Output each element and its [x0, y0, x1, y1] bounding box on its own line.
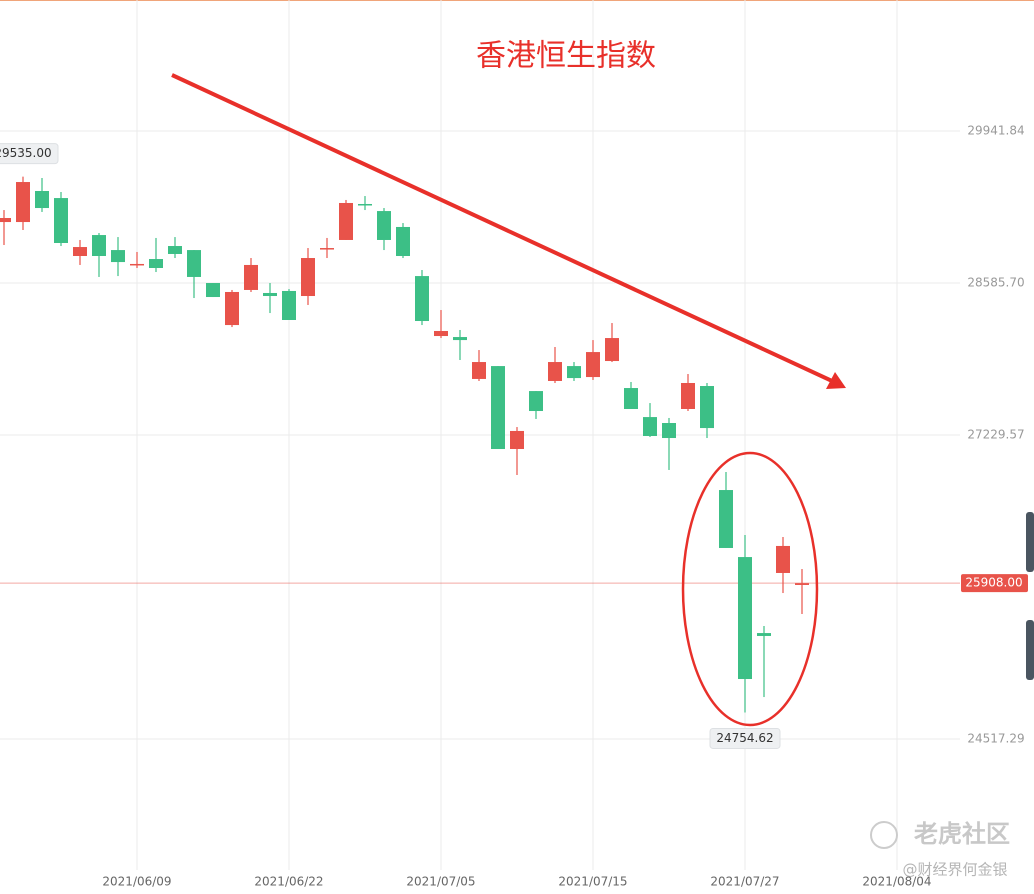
- candle-body: [73, 247, 87, 257]
- candle-body: [605, 338, 619, 362]
- scroll-tab[interactable]: [1026, 512, 1034, 572]
- candle-body: [149, 259, 163, 268]
- arrow-head: [826, 372, 846, 389]
- candle-body: [130, 263, 144, 266]
- candle-body: [0, 218, 11, 223]
- value-label-box: [709, 727, 781, 749]
- candle-body: [548, 362, 562, 381]
- candle-body: [358, 203, 372, 206]
- x-tick-label: 2021/07/05: [406, 875, 475, 889]
- candle-body: [757, 633, 771, 636]
- last-price-label: 25908.00: [965, 576, 1022, 590]
- candle-body: [491, 366, 505, 450]
- candle-body: [662, 423, 676, 439]
- candle-body: [263, 292, 277, 297]
- candle-body: [16, 182, 30, 223]
- candle-body: [111, 250, 125, 263]
- candle-body: [776, 545, 790, 573]
- candle-body: [510, 430, 524, 450]
- candle-body: [434, 330, 448, 337]
- highlight-ellipse: [681, 451, 819, 727]
- y-tick-label: 27229.57: [967, 428, 1024, 442]
- scroll-tab[interactable]: [1026, 620, 1034, 680]
- candle-body: [282, 290, 296, 321]
- candle-body: [586, 352, 600, 378]
- candle-body: [415, 276, 429, 322]
- candle-body: [529, 391, 543, 412]
- candle-body: [719, 490, 733, 548]
- watermark-author: @财经界何金银: [902, 861, 1007, 879]
- value-label: 24754.62: [716, 731, 773, 745]
- y-tick-label: 28585.70: [967, 276, 1024, 290]
- value-label-box: [0, 143, 59, 165]
- candle-body: [795, 583, 809, 585]
- candles: [0, 176, 809, 713]
- watermark: 老虎社区: [914, 820, 1010, 848]
- y-tick-label: 24517.29: [967, 732, 1024, 746]
- candle-body: [738, 557, 752, 680]
- chart-title: 香港恒生指数: [476, 39, 656, 74]
- candle-body: [472, 362, 486, 379]
- candle-body: [643, 417, 657, 437]
- candle-body: [700, 386, 714, 429]
- candle-body: [92, 235, 106, 257]
- candle-body: [225, 291, 239, 326]
- candle-body: [206, 283, 220, 298]
- watermark-logo: [870, 821, 898, 849]
- value-label: 29535.00: [0, 146, 52, 160]
- candle-body: [301, 258, 315, 297]
- candle-body: [377, 211, 391, 240]
- candle-body: [567, 366, 581, 379]
- candle-body: [681, 382, 695, 409]
- x-tick-label: 2021/06/22: [254, 875, 323, 889]
- x-tick-label: 2021/08/04: [862, 875, 931, 889]
- y-tick-label: 29941.84: [967, 124, 1024, 138]
- candle-body: [320, 248, 334, 250]
- candle-body: [339, 202, 353, 240]
- candle-body: [187, 250, 201, 277]
- candle-body: [624, 388, 638, 409]
- candle-body: [453, 337, 467, 341]
- trend-arrow: [171, 73, 833, 383]
- x-tick-label: 2021/07/15: [558, 875, 627, 889]
- last-price-tag: [961, 574, 1028, 593]
- candle-body: [244, 264, 258, 290]
- x-tick-label: 2021/06/09: [102, 875, 171, 889]
- candle-body: [54, 198, 68, 243]
- candle-body: [396, 226, 410, 257]
- x-tick-label: 2021/07/27: [710, 875, 779, 889]
- candle-body: [168, 246, 182, 254]
- candle-body: [35, 190, 49, 209]
